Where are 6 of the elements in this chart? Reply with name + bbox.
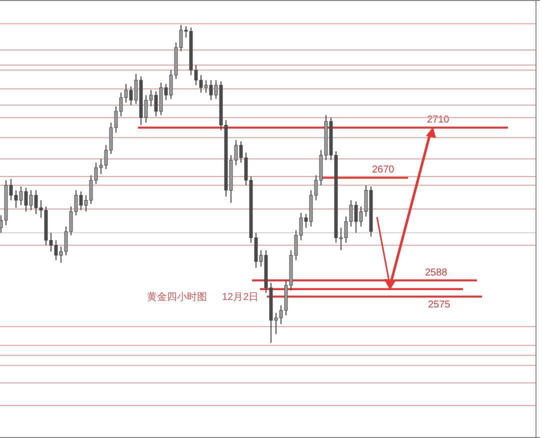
ref-line-label: 2710 — [427, 114, 450, 126]
ref-line-label: 2575 — [428, 300, 451, 311]
text: 黄金四小时图 — [147, 291, 207, 303]
ref-line-label: 2588 — [425, 267, 448, 278]
ref-line-label: 2670 — [372, 164, 395, 176]
text: 12月2日 — [222, 292, 259, 303]
